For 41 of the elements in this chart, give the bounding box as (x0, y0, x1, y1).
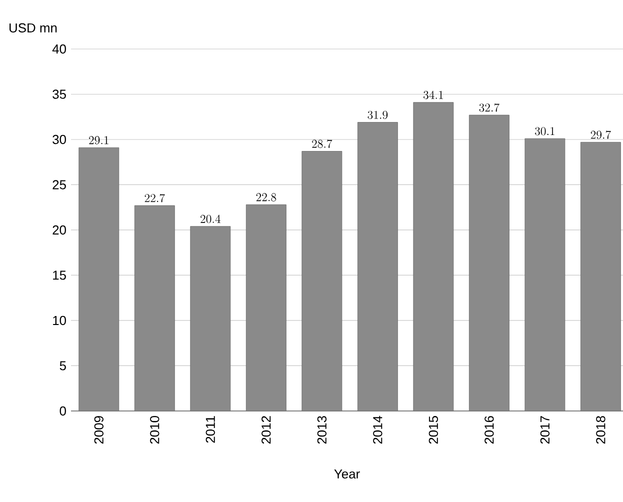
x-tick-label: 2010 (150, 416, 160, 444)
y-tick-label: 30 (52, 134, 66, 144)
y-axis-title: USD mn (10, 23, 57, 32)
bar (357, 122, 398, 412)
data-label: 31 .9 (368, 110, 388, 120)
bar (190, 226, 231, 412)
y-tick-label: 40 (52, 44, 66, 54)
bar (302, 151, 342, 412)
data-label: 28.7 (312, 140, 332, 148)
bar (524, 138, 566, 412)
x-tick-label: 2015 (428, 416, 438, 444)
x-axis-title: Year (334, 470, 360, 479)
bar (134, 205, 175, 412)
data-label: 22.7 (144, 194, 165, 202)
x-tick-label: 2018 (596, 416, 606, 444)
x-tick-label: 2009 (94, 416, 104, 444)
x-tick-label: 2012 (262, 416, 271, 444)
y-tick-label: 10 (53, 316, 66, 326)
y-tick-label: 5 (60, 361, 66, 370)
bar (78, 147, 120, 412)
data-label: 30. 1 (535, 127, 554, 136)
x-tick-label: 2014 (373, 416, 382, 444)
x-tick-label: 2011 (206, 416, 215, 443)
y-tick-label: 25 (52, 180, 66, 190)
data-label: 34. 1 (424, 90, 443, 100)
bar (246, 204, 286, 412)
y-tick-label: 15 (53, 270, 66, 280)
y-tick-label: 0 (60, 406, 66, 416)
x-tick-label: 2016 (484, 416, 494, 444)
data-label: 32.7 (479, 103, 500, 112)
y-tick-label: 35 (52, 90, 66, 99)
bar (413, 102, 454, 412)
data-label: 29.7 (590, 130, 611, 139)
x-tick-label: 2013 (317, 416, 326, 444)
x-tick-label: 2017 (540, 416, 550, 444)
bar (580, 142, 621, 412)
bar (468, 114, 510, 412)
data-label: 22.8 (256, 193, 276, 202)
y-tick-label: 20 (52, 225, 66, 235)
data-label: 20.4 (200, 214, 220, 224)
data-label: 29. 1 (89, 136, 108, 144)
